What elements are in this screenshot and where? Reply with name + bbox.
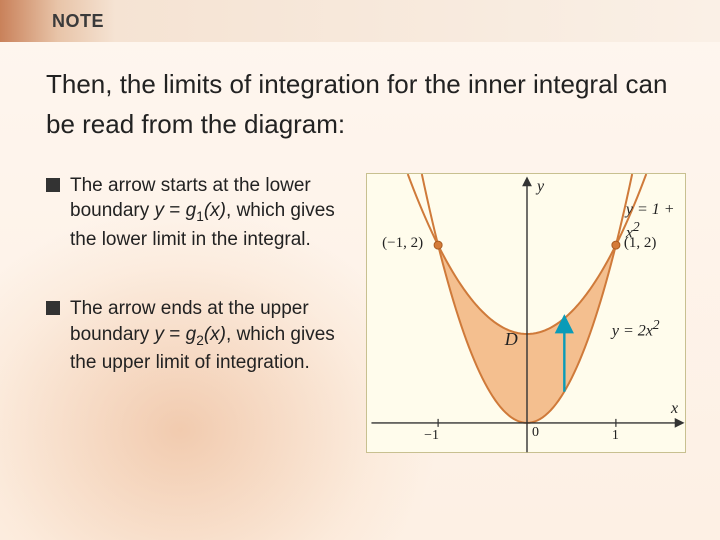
content-row: The arrow starts at the lower boundary y… (0, 173, 720, 453)
text-fragment: 1 (196, 209, 204, 224)
text-fragment: = (164, 324, 186, 345)
region-label: D (505, 329, 518, 350)
text-fragment: y (155, 200, 165, 221)
bullet-text-1: The arrow starts at the lower boundary y… (70, 173, 356, 253)
text-fragment: y (155, 324, 165, 345)
list-item: The arrow starts at the lower boundary y… (46, 173, 356, 253)
origin-label: 0 (532, 425, 539, 441)
bullet-icon (46, 178, 60, 192)
text-fragment: (x) (204, 200, 226, 221)
x-tick-label: 1 (612, 428, 619, 444)
text-fragment: g (186, 324, 197, 345)
bullet-icon (46, 301, 60, 315)
text-fragment: (x) (204, 324, 226, 345)
main-paragraph: Then, the limits of integration for the … (0, 42, 720, 145)
y-axis-label: y (537, 178, 544, 196)
diagram: yx0−11(−1, 2)(1, 2)y = 1 + x2y = 2x2D (366, 173, 686, 453)
list-item: The arrow ends at the upper boundary y =… (46, 296, 356, 376)
x-axis-label: x (671, 400, 678, 418)
x-tick-label: −1 (424, 428, 439, 444)
text-fragment: = (164, 200, 186, 221)
slide-title: NOTE (52, 11, 104, 32)
title-bar: NOTE (0, 0, 720, 42)
bullet-text-2: The arrow ends at the upper boundary y =… (70, 296, 356, 376)
text-fragment: g (186, 200, 197, 221)
curve-label-lower: y = 2x2 (612, 317, 660, 340)
curve-label-upper: y = 1 + x2 (626, 201, 685, 242)
point-label-left: (−1, 2) (382, 235, 423, 252)
text-fragment: 2 (196, 333, 204, 348)
bullet-list: The arrow starts at the lower boundary y… (46, 173, 356, 453)
